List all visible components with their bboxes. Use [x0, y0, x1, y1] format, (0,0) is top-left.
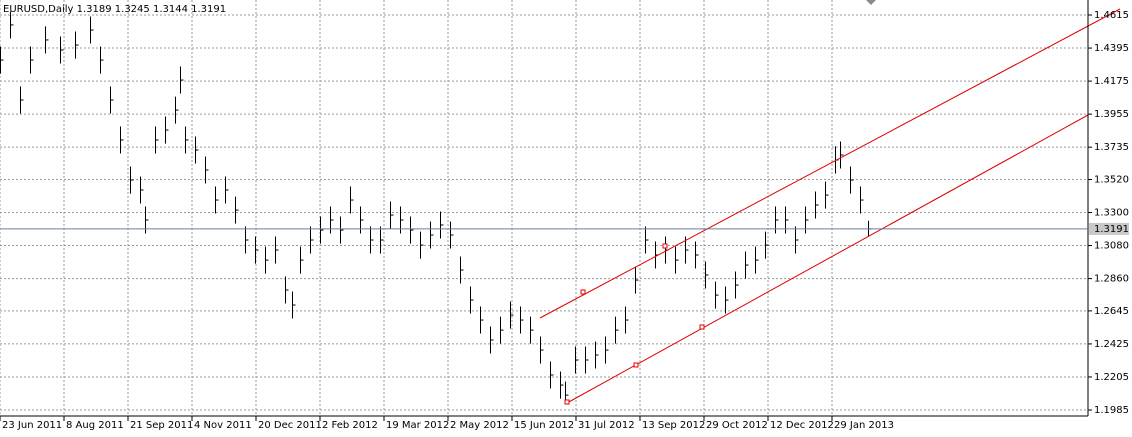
x-tick-label: 31 Jul 2012	[578, 420, 635, 431]
y-tick-label: 1.2205	[1094, 372, 1129, 383]
x-tick-label: 8 Aug 2011	[66, 420, 124, 431]
channel-anchor[interactable]	[633, 362, 639, 368]
x-tick-label: 29 Jan 2013	[834, 420, 894, 431]
channel-anchor[interactable]	[564, 399, 570, 405]
x-tick-label: 2 May 2012	[450, 420, 509, 431]
price-bars	[0, 11, 872, 404]
y-tick-label: 1.3735	[1094, 142, 1129, 153]
y-tick-label: 1.3955	[1094, 109, 1129, 120]
last-price-box	[1089, 222, 1129, 235]
x-tick-label: 13 Sep 2012	[642, 420, 705, 431]
channel-anchor[interactable]	[699, 324, 705, 330]
x-tick-label: 21 Sep 2011	[130, 420, 193, 431]
last-price-label: 1.3191	[1094, 224, 1129, 235]
channel-lower[interactable]	[566, 114, 1089, 404]
channel-anchor[interactable]	[580, 289, 586, 295]
regression-channel	[539, 8, 1121, 405]
y-tick-label: 1.4175	[1094, 76, 1129, 87]
y-tick-label: 1.3080	[1094, 241, 1129, 252]
y-tick-label: 1.3520	[1094, 174, 1129, 185]
y-tick-label: 1.4395	[1094, 43, 1129, 54]
y-tick-label: 1.2645	[1094, 306, 1129, 317]
x-tick-label: 2 Feb 2012	[322, 420, 378, 431]
grid	[0, 0, 1088, 416]
x-tick-label: 15 Jun 2012	[514, 420, 574, 431]
axes: 1.4615 1.4395 1.4175 1.3955 1.3735 1.3520 1.33…	[0, 10, 1129, 431]
channel-anchor[interactable]	[662, 243, 668, 249]
x-tick-label: 12 Dec 2012	[770, 420, 834, 431]
y-tick-label: 1.1985	[1094, 405, 1129, 416]
y-tick-label: 1.2425	[1094, 339, 1129, 350]
y-tick-label: 1.3300	[1094, 208, 1129, 219]
x-tick-label: 29 Oct 2012	[706, 420, 768, 431]
chart-shift-marker[interactable]	[866, 0, 876, 5]
channel-upper[interactable]	[539, 8, 1121, 319]
x-tick-label: 19 Mar 2012	[386, 420, 449, 431]
y-tick-label: 1.2860	[1094, 274, 1129, 285]
x-tick-label: 4 Nov 2011	[194, 420, 252, 431]
chart-title: EURUSD,Daily 1.3189 1.3245 1.3144 1.3191	[3, 4, 226, 15]
y-tick-label: 1.4615	[1094, 10, 1129, 21]
x-tick-label: 23 Jun 2011	[2, 420, 62, 431]
x-tick-label: 20 Dec 2011	[258, 420, 322, 431]
